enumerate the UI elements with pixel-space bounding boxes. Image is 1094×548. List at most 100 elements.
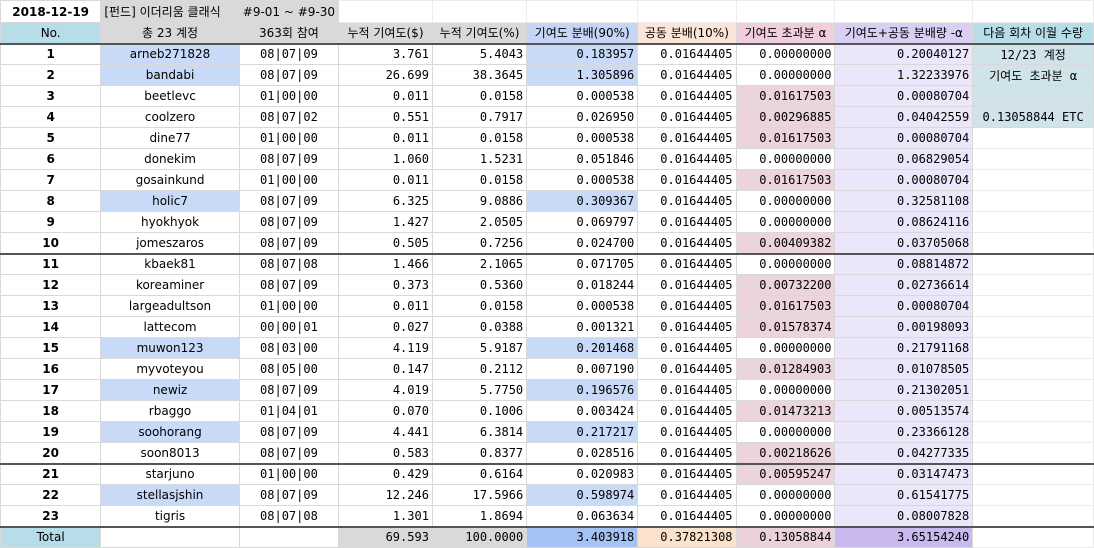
participation-cell[interactable]: 08|07|09 (238, 64, 340, 86)
common-dist-cell[interactable]: 0.01644405 (637, 379, 737, 401)
common-dist-cell[interactable]: 0.01644405 (637, 442, 737, 464)
participation-cell[interactable]: 01|00|00 (238, 295, 340, 317)
cum-contrib-cell[interactable]: 1.301 (338, 505, 433, 527)
empty-cell[interactable] (972, 358, 1094, 380)
cum-contrib-cell[interactable]: 0.551 (338, 106, 433, 128)
total-label-cell[interactable]: Total (0, 525, 102, 548)
row-number-cell[interactable]: 3 (0, 85, 102, 107)
empty-cell[interactable] (972, 169, 1094, 191)
empty-cell[interactable] (972, 525, 1094, 548)
excess-cell[interactable]: 0.00000000 (735, 148, 836, 170)
account-name-cell[interactable]: donekim (100, 148, 240, 170)
cum-contrib-pct-cell[interactable]: 17.5966 (431, 484, 528, 506)
cum-contrib-pct-cell[interactable]: 9.0886 (431, 190, 528, 212)
contrib-dist-cell[interactable]: 0.598974 (526, 484, 639, 506)
cum-contrib-cell[interactable]: 0.429 (338, 462, 433, 485)
row-number-cell[interactable]: 8 (0, 190, 102, 212)
account-name-cell[interactable]: hyokhyok (100, 211, 240, 233)
total-dist-cell[interactable]: 0.08007828 (834, 505, 974, 527)
row-number-cell[interactable]: 13 (0, 295, 102, 317)
total-dist-cell[interactable]: 0.04277335 (834, 442, 974, 464)
cum-contrib-cell[interactable]: 0.505 (338, 232, 433, 254)
excess-cell[interactable]: 0.00595247 (735, 462, 836, 485)
participation-cell[interactable]: 08|07|08 (238, 505, 340, 527)
cum-contrib-cell[interactable]: 26.699 (338, 64, 433, 86)
header-total-dist[interactable]: 기여도+공동 분배량 -α (834, 22, 974, 45)
account-name-cell[interactable]: holic7 (100, 190, 240, 212)
total-dist-cell[interactable]: 0.61541775 (834, 484, 974, 506)
contrib-dist-cell[interactable]: 0.063634 (526, 505, 639, 527)
cum-contrib-pct-cell[interactable]: 2.0505 (431, 211, 528, 233)
account-name-cell[interactable]: arneb271828 (100, 43, 240, 65)
empty-cell[interactable] (972, 505, 1094, 527)
excess-cell[interactable]: 0.01473213 (735, 400, 836, 422)
participation-cell[interactable]: 01|00|00 (238, 85, 340, 107)
row-number-cell[interactable]: 22 (0, 484, 102, 506)
empty-cell[interactable] (972, 232, 1094, 254)
header-common-dist[interactable]: 공동 분배(10%) (637, 22, 737, 45)
cum-contrib-cell[interactable]: 6.325 (338, 190, 433, 212)
total-dist-cell[interactable]: 0.00513574 (834, 400, 974, 422)
cum-contrib-pct-cell[interactable]: 0.2112 (431, 358, 528, 380)
row-number-cell[interactable]: 9 (0, 211, 102, 233)
empty-cell[interactable] (972, 421, 1094, 443)
empty-cell[interactable] (972, 484, 1094, 506)
contrib-dist-cell[interactable]: 0.000538 (526, 85, 639, 107)
contrib-dist-cell[interactable]: 0.069797 (526, 211, 639, 233)
participation-cell[interactable]: 08|07|09 (238, 379, 340, 401)
cum-contrib-pct-cell[interactable]: 1.8694 (431, 505, 528, 527)
excess-cell[interactable]: 0.01617503 (735, 127, 836, 149)
contrib-dist-cell[interactable]: 0.024700 (526, 232, 639, 254)
common-dist-cell[interactable]: 0.01644405 (637, 232, 737, 254)
participation-cell[interactable]: 08|07|09 (238, 190, 340, 212)
cum-contrib-pct-cell[interactable]: 0.7917 (431, 106, 528, 128)
cum-contrib-cell[interactable]: 0.011 (338, 169, 433, 191)
excess-cell[interactable]: 0.00000000 (735, 64, 836, 86)
account-name-cell[interactable]: newiz (100, 379, 240, 401)
header-cum-contrib[interactable]: 누적 기여도($) (338, 22, 433, 45)
cum-contrib-cell[interactable]: 4.019 (338, 379, 433, 401)
excess-cell[interactable]: 0.00000000 (735, 211, 836, 233)
total-dist-sum-cell[interactable]: 3.65154240 (834, 525, 974, 548)
cum-contrib-pct-cell[interactable]: 0.7256 (431, 232, 528, 254)
account-name-cell[interactable]: tigris (100, 505, 240, 527)
contrib-dist-cell[interactable]: 0.001321 (526, 316, 639, 338)
account-name-cell[interactable]: lattecom (100, 316, 240, 338)
contrib-dist-cell[interactable]: 1.305896 (526, 64, 639, 86)
row-number-cell[interactable]: 20 (0, 442, 102, 464)
total-dist-cell[interactable]: 0.21791168 (834, 337, 974, 359)
total-dist-cell[interactable]: 0.00198093 (834, 316, 974, 338)
total-dist-cell[interactable]: 0.00080704 (834, 295, 974, 317)
empty-cell[interactable] (972, 211, 1094, 233)
cum-contrib-cell[interactable]: 4.441 (338, 421, 433, 443)
header-accounts[interactable]: 총 23 계정 (100, 22, 240, 45)
total-dist-cell[interactable]: 0.21302051 (834, 379, 974, 401)
total-dist-cell[interactable]: 0.01078505 (834, 358, 974, 380)
contrib-dist-cell[interactable]: 0.000538 (526, 169, 639, 191)
participation-cell[interactable]: 08|07|08 (238, 252, 340, 275)
header-cum-contrib-pct[interactable]: 누적 기여도(%) (431, 22, 528, 45)
account-name-cell[interactable]: bandabi (100, 64, 240, 86)
total-dist-cell[interactable]: 0.32581108 (834, 190, 974, 212)
common-dist-cell[interactable]: 0.01644405 (637, 484, 737, 506)
contrib-dist-cell[interactable]: 0.018244 (526, 274, 639, 296)
total-dist-cell[interactable]: 0.08814872 (834, 252, 974, 275)
account-name-cell[interactable]: myvoteyou (100, 358, 240, 380)
cum-contrib-cell[interactable]: 4.119 (338, 337, 433, 359)
common-dist-cell[interactable]: 0.01644405 (637, 211, 737, 233)
contrib-dist-cell[interactable]: 0.000538 (526, 127, 639, 149)
common-dist-cell[interactable]: 0.01644405 (637, 295, 737, 317)
contrib-dist-cell[interactable]: 0.309367 (526, 190, 639, 212)
participation-cell[interactable]: 01|00|00 (238, 169, 340, 191)
header-excess[interactable]: 기여도 초과분 α (735, 22, 836, 45)
participation-cell[interactable]: 08|07|09 (238, 484, 340, 506)
participation-cell[interactable]: 01|04|01 (238, 400, 340, 422)
excess-cell[interactable]: 0.01617503 (735, 169, 836, 191)
cum-contrib-cell[interactable]: 12.246 (338, 484, 433, 506)
cum-contrib-cell[interactable]: 0.070 (338, 400, 433, 422)
common-dist-cell[interactable]: 0.01644405 (637, 462, 737, 485)
common-dist-cell[interactable]: 0.01644405 (637, 43, 737, 65)
common-dist-cell[interactable]: 0.01644405 (637, 400, 737, 422)
cum-contrib-pct-cell[interactable]: 0.0158 (431, 85, 528, 107)
contrib-dist-cell[interactable]: 0.183957 (526, 43, 639, 65)
